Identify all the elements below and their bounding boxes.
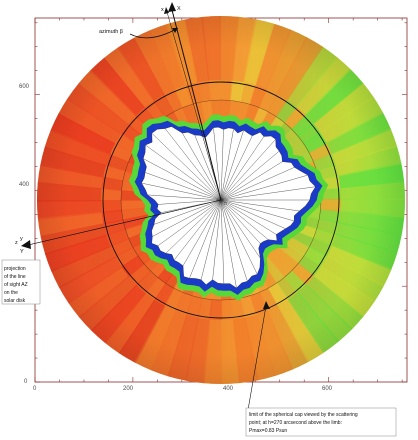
hole-center [141, 126, 316, 289]
x-tick-label: 0 [33, 386, 37, 392]
axis-x-small: x [161, 7, 164, 13]
x-axis-arrow [171, 9, 222, 201]
sight-line [220, 167, 295, 201]
sight-line [220, 199, 300, 212]
limit-circle [102, 81, 340, 319]
sight-line [220, 136, 265, 201]
sight-line [220, 139, 276, 201]
sight-line [220, 186, 316, 201]
x-tick-label: 200 [123, 386, 134, 392]
sight-line [220, 161, 283, 201]
projection-note-line: on the [4, 290, 18, 296]
azimuth-label: azimuth β [99, 29, 123, 35]
projection-note-line: solar disk [4, 298, 26, 304]
y-tick-label: 0 [24, 379, 28, 385]
sight-line [194, 134, 222, 201]
x-tick-label: 400 [223, 386, 234, 392]
sight-lines [141, 127, 316, 289]
x-axis-arrow-alt [166, 11, 222, 201]
center-marker: □ [224, 201, 227, 207]
sight-line [200, 199, 222, 280]
projection-note-line: projection [4, 266, 26, 272]
limit-arrowhead [263, 301, 270, 309]
limit-note-line: limit of the spherical cap viewed by the… [249, 412, 358, 418]
axis-y-small: y [20, 236, 23, 242]
axis-y-big: Y [20, 249, 24, 255]
sight-line [143, 158, 222, 201]
sight-line [212, 199, 222, 280]
y-arrowhead [21, 240, 31, 249]
sight-line [145, 144, 222, 201]
sight-line [157, 199, 222, 246]
sight-line [220, 199, 277, 235]
azimuth-arc [129, 27, 179, 39]
x-arrowhead [168, 2, 176, 12]
sight-line [220, 130, 244, 201]
y-tick-label: 600 [19, 84, 30, 90]
projection-note-box [1, 259, 41, 305]
y-tick-label: 400 [19, 182, 30, 188]
axis-z: z [15, 240, 18, 246]
sight-line [220, 174, 308, 201]
sight-line [153, 199, 222, 225]
axis-x-big: X [177, 6, 181, 12]
projection-note-line: of sight AZ [4, 282, 28, 288]
sight-line [220, 199, 261, 244]
sight-line [182, 132, 222, 201]
limit-note-line: point; at h=270 arcsecond above the limb… [249, 420, 342, 426]
sight-line [220, 199, 248, 282]
sight-line [220, 199, 237, 289]
sight-line [220, 128, 234, 201]
y-axis-arrow-alt [23, 199, 222, 247]
x-tick-label: 600 [322, 386, 333, 392]
projection-note-line: of the line [4, 274, 26, 280]
sight-line [158, 199, 222, 205]
sight-line [220, 150, 280, 201]
sight-line [141, 182, 222, 201]
sight-line [147, 194, 222, 201]
sight-line [220, 199, 269, 240]
sight-line [220, 199, 225, 284]
sight-line [164, 128, 222, 201]
sight-line [152, 199, 222, 237]
sight-line [220, 129, 224, 201]
limit-note-box [245, 407, 397, 437]
sight-line [220, 199, 286, 229]
sight-line [220, 135, 253, 201]
x-arrowhead-alt [164, 7, 169, 14]
sight-line [151, 133, 222, 201]
sight-line [165, 199, 222, 254]
limit-pointer [247, 305, 267, 411]
sight-line [173, 199, 222, 261]
sight-line [189, 199, 222, 279]
sight-line [220, 199, 295, 222]
sight-line [220, 199, 261, 259]
sight-line [213, 127, 222, 201]
limit-note-line: Pmax=0.83 Psun [249, 428, 287, 434]
sight-line [220, 199, 258, 275]
sight-line [182, 199, 222, 266]
sight-line [145, 172, 222, 201]
